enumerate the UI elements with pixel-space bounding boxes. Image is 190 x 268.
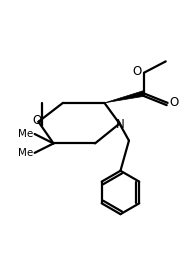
Text: Me: Me (17, 148, 33, 158)
Text: O: O (33, 114, 42, 127)
Text: N: N (116, 118, 125, 131)
Polygon shape (105, 91, 145, 103)
Text: Me: Me (17, 129, 33, 139)
Text: O: O (169, 96, 179, 109)
Text: O: O (132, 65, 141, 78)
